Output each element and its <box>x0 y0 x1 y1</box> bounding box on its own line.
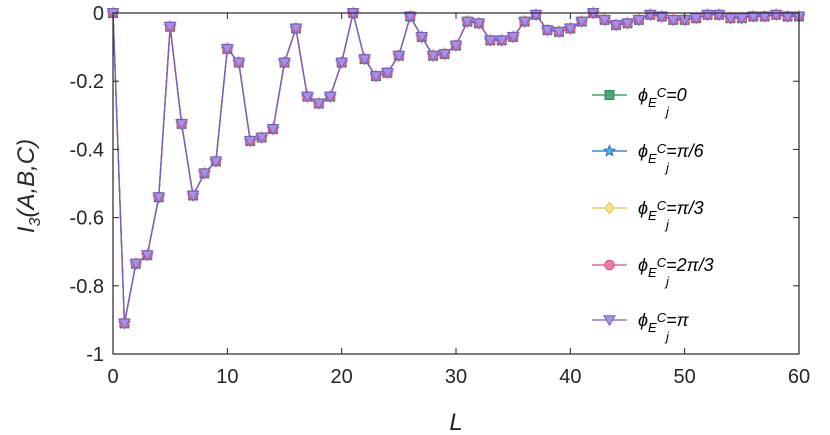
data-point <box>415 32 429 44</box>
data-point <box>232 57 246 69</box>
legend-entry: ϕEC=π/3j <box>592 198 704 232</box>
x-tick-label: 50 <box>674 366 696 388</box>
data-point <box>289 23 303 35</box>
data-point <box>140 250 154 262</box>
data-point <box>758 11 772 23</box>
data-point <box>323 91 337 103</box>
data-point <box>621 18 634 30</box>
data-point <box>392 50 406 62</box>
y-axis-label: I3(A,B,C) <box>13 139 44 233</box>
data-point <box>197 168 211 180</box>
data-point <box>746 11 760 23</box>
legend-marker <box>604 90 615 100</box>
data-point <box>781 11 795 23</box>
chart-marks <box>106 6 806 330</box>
legend-entry: ϕEC=0j <box>592 85 687 119</box>
data-point <box>552 27 566 39</box>
legend-label: ϕEC=2π/3 <box>638 255 714 280</box>
data-point <box>518 16 532 28</box>
data-point <box>278 57 291 69</box>
data-point <box>632 15 646 27</box>
data-point <box>403 11 417 23</box>
data-point <box>186 190 200 202</box>
x-tick-label: 30 <box>445 366 467 388</box>
x-tick-label: 40 <box>559 366 581 388</box>
legend-marker <box>604 201 615 215</box>
y-tick-label: -1 <box>86 344 104 366</box>
data-point <box>495 35 509 47</box>
legend-entry: ϕEC=πj <box>592 310 690 344</box>
data-point <box>563 23 577 35</box>
data-point <box>335 57 349 69</box>
data-point <box>300 91 314 103</box>
data-point <box>655 11 669 23</box>
data-point <box>369 71 383 83</box>
data-point <box>438 49 452 61</box>
data-point <box>243 136 257 148</box>
data-point <box>609 20 623 32</box>
data-point <box>723 13 737 25</box>
legend-label-subscript: j <box>664 217 670 232</box>
legend-label-subscript: j <box>664 274 670 289</box>
y-tick-label: -0.6 <box>70 208 104 230</box>
x-tick-label: 60 <box>788 366 810 388</box>
x-tick-label: 20 <box>331 366 353 388</box>
data-point <box>540 25 554 37</box>
legend-entry: ϕEC=π/6j <box>592 141 705 175</box>
y-tick-label: -0.2 <box>70 71 104 93</box>
legend-marker <box>602 144 617 157</box>
x-tick-label: 0 <box>107 366 118 388</box>
legend-label-subscript: j <box>664 104 670 119</box>
legend-label: ϕEC=0 <box>638 85 687 110</box>
data-point <box>483 35 497 47</box>
legend-background <box>580 75 780 345</box>
data-point <box>735 13 749 25</box>
data-point <box>460 16 474 28</box>
data-point <box>449 40 463 52</box>
data-point <box>689 13 703 25</box>
data-point <box>175 119 189 131</box>
x-axis-label: L <box>449 409 462 435</box>
data-point <box>358 54 372 66</box>
data-point <box>312 98 326 110</box>
legend-marker <box>604 259 615 271</box>
data-point <box>163 21 177 33</box>
axis-ticks: 0 10 20 30 40 50 60 0 -0.2 -0.4 -0.6 -0.8 -1 <box>70 3 811 388</box>
legend-entry: ϕEC=2π/3j <box>592 255 714 289</box>
x-tick-label: 10 <box>216 366 238 388</box>
legend-label: ϕEC=π/6 <box>638 141 705 166</box>
data-point <box>266 124 280 136</box>
data-point <box>255 132 269 144</box>
data-point <box>129 258 143 270</box>
legend-label-subscript: j <box>664 329 670 344</box>
data-point <box>209 156 223 168</box>
y-tick-label: -0.4 <box>70 139 104 161</box>
data-point <box>598 15 612 27</box>
legend-marker <box>603 315 616 327</box>
data-point <box>152 192 166 204</box>
y-tick-label: 0 <box>93 3 104 25</box>
data-point <box>575 16 589 28</box>
data-point <box>426 50 440 62</box>
data-point <box>117 318 131 330</box>
data-point <box>380 67 394 79</box>
data-point <box>472 18 486 30</box>
legend-label: ϕEC=π/3 <box>638 198 704 223</box>
data-point <box>506 32 520 44</box>
y-tick-label: -0.8 <box>70 276 104 298</box>
data-point <box>666 15 680 27</box>
legend-label-subscript: j <box>664 160 670 175</box>
data-point <box>220 44 234 56</box>
legend-label: ϕEC=π <box>638 310 690 335</box>
